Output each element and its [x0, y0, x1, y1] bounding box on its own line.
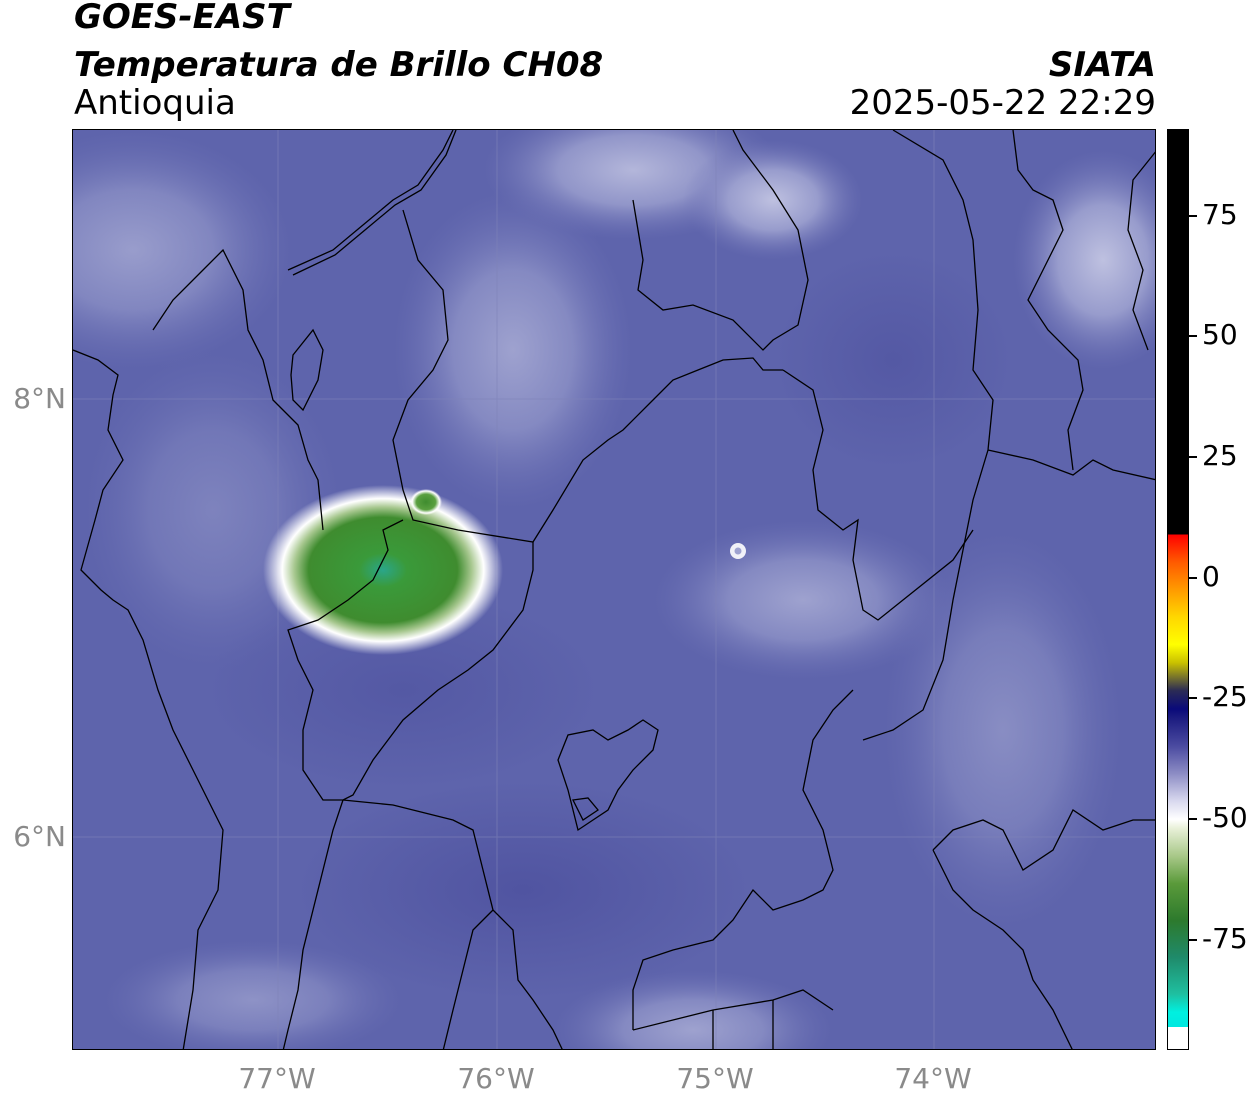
- colorbar-tick-minus25: -25: [1202, 680, 1248, 713]
- colorbar-tick-25: 25: [1202, 439, 1238, 472]
- lon-label-76w: 76°W: [457, 1062, 535, 1095]
- colorbar-tick-minus50: -50: [1202, 801, 1248, 834]
- timestamp: 2025-05-22 22:29: [849, 83, 1156, 123]
- convective-cloud: [263, 485, 503, 655]
- colorbar-tick-50: 50: [1202, 318, 1238, 351]
- boundaries: [73, 130, 1155, 1049]
- graticule: [73, 130, 1155, 1049]
- lon-label-75w: 75°W: [676, 1062, 754, 1095]
- title-product: Temperatura de Brillo CH08: [74, 45, 604, 85]
- colorbar-tick-0: 0: [1202, 560, 1220, 593]
- colorbar-tick-75: 75: [1202, 198, 1238, 231]
- lon-label-77w: 77°W: [238, 1062, 316, 1095]
- colorbar: [1167, 129, 1189, 1050]
- lon-label-74w: 74°W: [894, 1062, 972, 1095]
- lat-label-6n: 6°N: [13, 820, 66, 853]
- colorbar-tick-minus75: -75: [1202, 922, 1248, 955]
- agency-label: SIATA: [1048, 45, 1156, 85]
- title-satellite: GOES-EAST: [74, 0, 290, 37]
- lat-label-8n: 8°N: [13, 382, 66, 415]
- title-region: Antioquia: [74, 83, 236, 123]
- brightness-temperature-map: [73, 130, 1155, 1049]
- map-panel: [72, 129, 1156, 1050]
- small-cloud: [410, 489, 442, 515]
